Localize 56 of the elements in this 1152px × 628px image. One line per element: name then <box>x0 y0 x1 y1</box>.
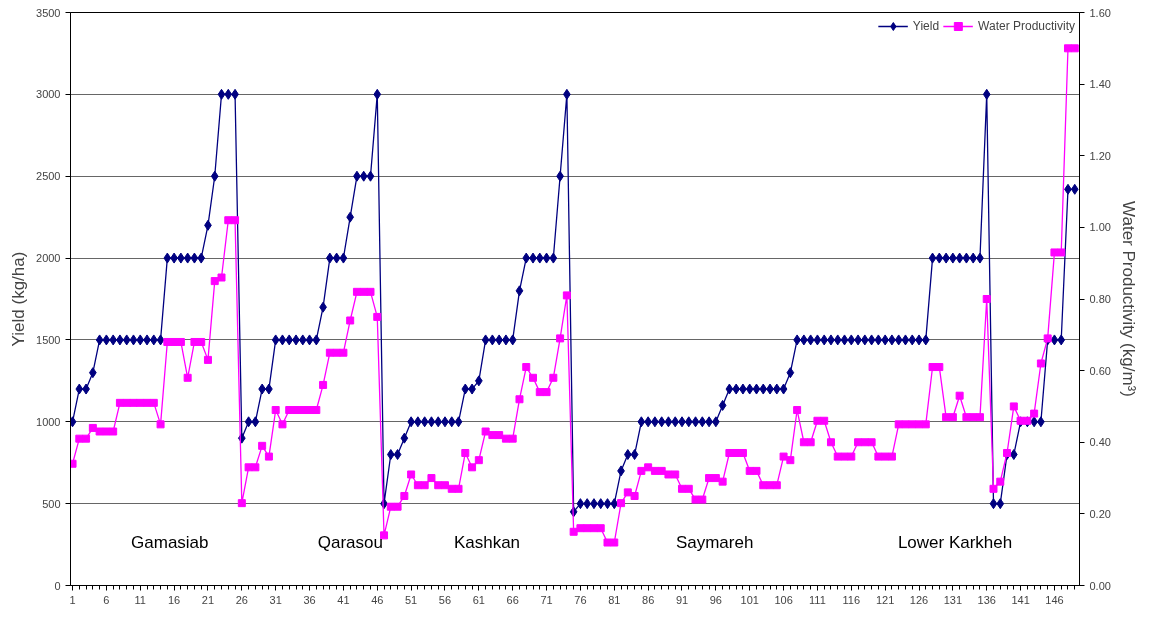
x-tick-label: 56 <box>438 593 452 606</box>
y2-tick-label: 0.40 <box>1089 436 1111 449</box>
x-tick-label: 101 <box>740 593 759 606</box>
x-tick-label: 136 <box>977 593 996 606</box>
x-tick-label: 11 <box>134 593 146 606</box>
x-tick-label: 111 <box>809 593 826 606</box>
x-tick-label: 96 <box>709 593 722 606</box>
x-tick-label: 81 <box>608 593 621 606</box>
x-tick-label: 61 <box>472 593 485 606</box>
y2-tick-label: 1.20 <box>1089 149 1111 162</box>
x-tick-label: 31 <box>269 593 282 606</box>
x-tick-label: 26 <box>235 593 248 606</box>
y-tick-label: 2500 <box>36 170 61 183</box>
x-tick-label: 46 <box>371 593 384 606</box>
x-tick-label: 21 <box>201 593 215 606</box>
annotation: Saymareh <box>675 533 754 553</box>
y-tick-label: 3500 <box>36 6 61 19</box>
x-tick-label: 6 <box>103 593 110 606</box>
annotation: Lower Karkheh <box>897 533 1013 553</box>
x-tick-label: 1 <box>69 593 76 606</box>
x-tick-label: 121 <box>875 593 895 606</box>
y2-tick-label: 1.40 <box>1089 78 1111 91</box>
x-tick-label: 71 <box>540 593 553 606</box>
y-axis-title: Yield (kg/ha) <box>9 251 29 347</box>
x-tick-label: 126 <box>909 593 929 606</box>
x-tick-label: 131 <box>943 593 963 606</box>
x-tick-label: 66 <box>506 593 519 606</box>
annotation: Qarasou <box>317 533 383 553</box>
x-tick-label: 41 <box>337 593 350 606</box>
annotation: Gamasiab <box>131 533 209 553</box>
y-tick-label: 500 <box>42 497 61 510</box>
x-tick-label: 141 <box>1011 593 1030 606</box>
x-tick-label: 36 <box>303 593 316 606</box>
y-tick-label: 0 <box>54 579 61 592</box>
x-tick-label: 106 <box>774 593 793 606</box>
y-tick-label: 1500 <box>36 333 61 346</box>
y2-tick-label: 0.20 <box>1089 507 1111 520</box>
x-tick-label: 86 <box>642 593 655 606</box>
x-tick-label: 146 <box>1045 593 1064 606</box>
x-tick-label: 51 <box>405 593 418 606</box>
annotation: Kashkan <box>453 533 521 553</box>
legend-label: Yield <box>912 19 940 33</box>
x-tick-label: 76 <box>574 593 587 606</box>
y-tick-label: 1000 <box>36 415 61 428</box>
x-tick-label: 116 <box>842 593 861 606</box>
y-tick-label: 3000 <box>36 88 61 101</box>
y2-tick-label: 0.60 <box>1089 364 1111 377</box>
x-tick-label: 16 <box>167 593 181 606</box>
y2-tick-label: 0.80 <box>1089 293 1111 305</box>
x-tick-label: 91 <box>675 593 689 606</box>
legend-label: Water Productivity <box>978 19 1075 33</box>
y2-tick-label: 0.00 <box>1089 579 1111 592</box>
y2-axis-title: Water Productivity (kg/m³) <box>1118 201 1138 397</box>
y2-tick-label: 1.60 <box>1089 6 1111 19</box>
y2-tick-label: 1.00 <box>1089 221 1111 234</box>
y-tick-label: 2000 <box>36 252 61 265</box>
